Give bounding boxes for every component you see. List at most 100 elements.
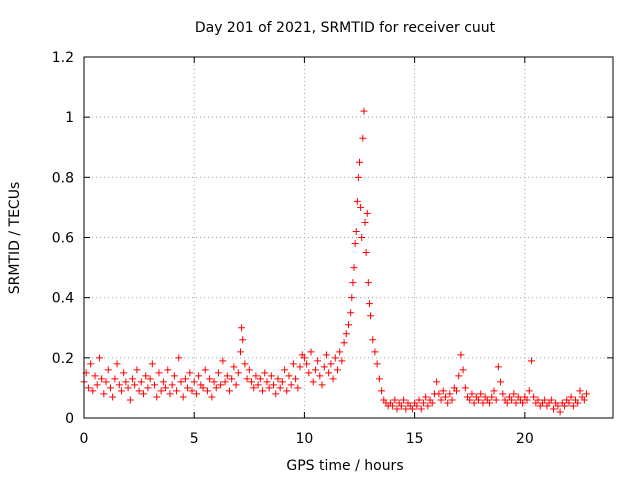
data-point xyxy=(519,399,527,407)
data-point xyxy=(490,387,498,395)
data-point xyxy=(419,399,427,407)
data-point xyxy=(214,369,222,377)
data-point xyxy=(95,354,103,362)
data-point xyxy=(433,378,441,386)
data-point xyxy=(446,390,454,398)
data-point xyxy=(166,390,174,398)
data-point xyxy=(300,354,308,362)
data-point xyxy=(569,402,577,410)
data-point xyxy=(162,384,170,392)
data-point xyxy=(168,381,176,389)
x-tick-label: 10 xyxy=(296,431,314,447)
data-point xyxy=(140,390,148,398)
data-point xyxy=(327,360,335,368)
x-tick-label: 20 xyxy=(516,431,534,447)
data-point xyxy=(345,321,352,329)
data-point xyxy=(289,360,297,368)
data-point xyxy=(311,366,319,374)
x-tick-label: 5 xyxy=(190,431,199,447)
data-point xyxy=(373,360,381,368)
data-point xyxy=(453,387,461,395)
data-point xyxy=(128,375,136,383)
data-point xyxy=(362,249,370,257)
data-point xyxy=(583,390,591,398)
data-point xyxy=(223,372,231,380)
data-point xyxy=(263,378,271,386)
data-point xyxy=(221,378,229,386)
data-point xyxy=(285,372,293,380)
data-point xyxy=(527,357,535,365)
data-point xyxy=(393,405,401,413)
data-point xyxy=(422,393,430,401)
data-point xyxy=(439,387,447,395)
x-tick-label: 15 xyxy=(406,431,424,447)
axis-ticks: 0 0.2 0.4 0.6 0.8 1 1.2 0 5 10 15 20 xyxy=(52,50,613,447)
data-point xyxy=(378,387,386,395)
data-point xyxy=(120,369,128,377)
data-point xyxy=(115,381,123,389)
data-point xyxy=(239,336,247,344)
data-point xyxy=(272,390,280,398)
data-point xyxy=(428,399,436,407)
data-point xyxy=(367,312,375,320)
data-point xyxy=(333,366,341,374)
data-point xyxy=(234,369,242,377)
data-point xyxy=(225,387,233,395)
data-point xyxy=(217,381,225,389)
data-point xyxy=(93,381,101,389)
data-point xyxy=(267,372,275,380)
data-point xyxy=(153,393,161,401)
data-point xyxy=(347,309,355,317)
data-point xyxy=(274,375,282,383)
data-point xyxy=(556,408,564,416)
data-points xyxy=(80,107,591,416)
data-point xyxy=(541,396,549,404)
data-point xyxy=(486,399,494,407)
data-point xyxy=(270,381,278,389)
data-point xyxy=(314,357,322,365)
data-point xyxy=(461,384,469,392)
y-tick-label: 0.2 xyxy=(52,351,74,367)
data-point xyxy=(303,360,311,368)
data-point xyxy=(349,279,357,287)
y-tick-label: 1.2 xyxy=(52,50,74,66)
data-point xyxy=(358,234,366,241)
data-point xyxy=(186,369,194,377)
data-point xyxy=(170,372,178,380)
data-point xyxy=(547,396,555,404)
data-point xyxy=(232,381,240,389)
data-point xyxy=(179,393,187,401)
data-point xyxy=(265,384,273,392)
data-point xyxy=(477,390,485,398)
data-point xyxy=(534,396,542,404)
data-point xyxy=(100,390,108,398)
data-point xyxy=(144,384,152,392)
data-point xyxy=(135,387,143,395)
y-tick-label: 0 xyxy=(65,411,74,427)
data-point xyxy=(254,381,262,389)
data-point xyxy=(106,384,114,392)
data-point xyxy=(408,405,416,413)
data-point xyxy=(117,387,125,395)
data-point xyxy=(309,378,317,386)
data-point xyxy=(261,369,269,377)
data-point xyxy=(230,363,238,371)
data-point xyxy=(278,378,286,386)
data-point xyxy=(475,396,483,404)
data-point xyxy=(236,348,244,356)
data-point xyxy=(435,390,443,398)
data-point xyxy=(104,366,112,374)
data-point xyxy=(353,197,361,205)
y-axis-label: SRMTID / TECUs xyxy=(7,182,23,295)
data-point xyxy=(554,402,562,410)
data-point xyxy=(466,396,474,404)
data-point xyxy=(142,372,150,380)
data-point xyxy=(369,336,377,344)
data-point xyxy=(424,402,432,410)
data-point xyxy=(468,390,476,398)
data-point xyxy=(296,363,304,371)
data-point xyxy=(365,300,373,308)
data-point xyxy=(459,366,467,374)
data-point xyxy=(479,399,487,407)
x-axis-label: GPS time / hours xyxy=(286,458,403,474)
